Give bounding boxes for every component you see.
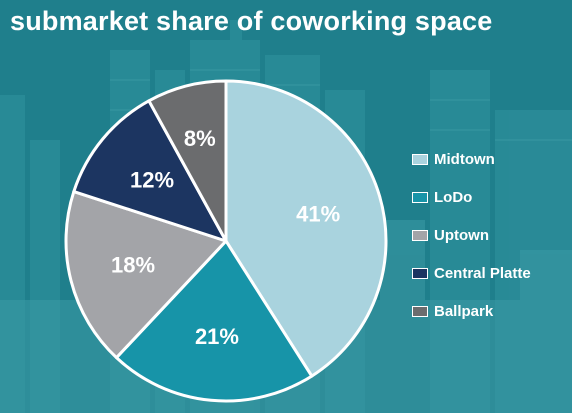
pie-slice-central-platte xyxy=(72,99,228,243)
legend-swatch xyxy=(412,230,428,241)
legend-label: LoDo xyxy=(434,189,473,206)
legend-item-midtown: Midtown xyxy=(412,150,572,169)
pie-slice-ballpark xyxy=(147,79,228,243)
pie-slice-label: 12% xyxy=(130,167,174,192)
pie-slice-label: 18% xyxy=(111,252,155,277)
pie-slice-uptown xyxy=(64,190,228,360)
chart-title: submarket share of coworking space xyxy=(10,6,493,36)
legend-label: Uptown xyxy=(434,227,489,244)
legend-label: Central Platte xyxy=(434,265,531,282)
legend-item-lodo: LoDo xyxy=(412,188,572,207)
legend-item-ballpark: Ballpark xyxy=(412,302,572,321)
legend-label: Midtown xyxy=(434,151,495,168)
legend-item-central-platte: Central Platte xyxy=(412,264,572,283)
legend-swatch xyxy=(412,192,428,203)
legend-swatch xyxy=(412,306,428,317)
pie-slice-label: 41% xyxy=(296,202,340,227)
legend-swatch xyxy=(412,268,428,279)
legend-swatch xyxy=(412,154,428,165)
legend-label: Ballpark xyxy=(434,303,494,320)
pie-slice-label: 8% xyxy=(184,126,216,151)
chart-legend: Midtown LoDo Uptown Central Platte Ballp… xyxy=(412,150,572,340)
pie-slice-lodo xyxy=(114,239,314,403)
legend-item-uptown: Uptown xyxy=(412,226,572,245)
pie-slice-label: 21% xyxy=(195,324,239,349)
